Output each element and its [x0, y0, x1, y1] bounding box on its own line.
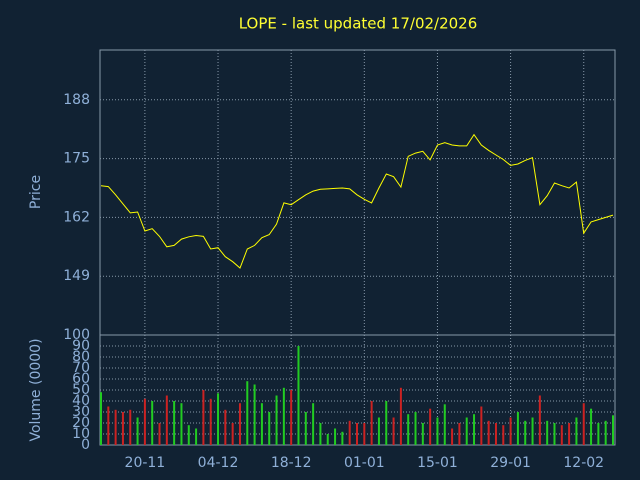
- y-tick-label: 90: [72, 338, 90, 354]
- x-tick-label: 15-01: [417, 455, 458, 471]
- volume-bar: [407, 414, 410, 445]
- volume-bar: [487, 420, 490, 445]
- price-line: [100, 133, 614, 269]
- volume-bar: [480, 406, 483, 445]
- volume-bar: [107, 406, 110, 445]
- volume-bar: [217, 393, 220, 445]
- volume-bar: [575, 417, 578, 445]
- volume-bar: [399, 387, 402, 445]
- volume-bar: [151, 401, 154, 445]
- volume-bar: [180, 403, 183, 445]
- volume-bar: [136, 417, 139, 445]
- y-tick-label: 162: [63, 209, 90, 225]
- volume-bar: [260, 403, 263, 445]
- volume-bar: [502, 425, 505, 445]
- volume-bar: [238, 403, 241, 445]
- y-tick-label: 30: [72, 404, 90, 420]
- volume-bar: [385, 401, 388, 445]
- volume-bar: [524, 420, 527, 445]
- volume-bar: [297, 346, 300, 445]
- volume-bar: [531, 417, 534, 445]
- y-tick-label: 50: [72, 382, 90, 398]
- volume-bar: [341, 431, 344, 445]
- volume-bar: [100, 392, 102, 445]
- y-tick-label: 149: [63, 268, 90, 284]
- volume-bar: [604, 420, 607, 445]
- volume-bar: [429, 408, 432, 445]
- volume-bar: [282, 387, 285, 445]
- volume-bar: [443, 404, 446, 445]
- y-tick-label: 40: [72, 393, 90, 409]
- price-axis-label: Price: [28, 175, 44, 209]
- volume-bar: [312, 403, 315, 445]
- volume-bar: [392, 417, 395, 445]
- volume-bar: [253, 384, 256, 445]
- volume-bar: [436, 417, 439, 445]
- volume-bar: [290, 390, 293, 445]
- volume-bar: [195, 428, 198, 445]
- volume-bar: [202, 390, 205, 445]
- volume-bar: [582, 403, 585, 445]
- volume-bar: [568, 423, 571, 445]
- volume-bar: [590, 408, 593, 445]
- volume-bar: [114, 409, 117, 445]
- volume-bar: [334, 428, 337, 445]
- volume-bar: [121, 412, 124, 445]
- volume-bar: [224, 409, 227, 445]
- volume-bar: [326, 434, 329, 445]
- volume-bar: [451, 428, 454, 445]
- volume-bar: [268, 412, 271, 445]
- x-tick-label: 18-12: [271, 455, 312, 471]
- volume-bar: [173, 401, 176, 445]
- y-tick-label: 0: [81, 437, 90, 453]
- volume-bar: [553, 423, 556, 445]
- x-tick-label: 20-11: [125, 455, 166, 471]
- y-tick-label: 10: [72, 426, 90, 442]
- volume-bar: [231, 423, 234, 445]
- volume-bar: [597, 423, 600, 445]
- volume-bar: [560, 425, 563, 445]
- volume-bar: [473, 414, 476, 445]
- volume-bar: [509, 417, 512, 445]
- x-tick-label: 12-02: [563, 455, 604, 471]
- y-tick-label: 188: [63, 92, 90, 108]
- volume-bar: [546, 420, 549, 445]
- volume-bar: [304, 412, 307, 445]
- volume-bar: [246, 381, 249, 445]
- x-tick-label: 04-12: [198, 455, 239, 471]
- volume-bar: [421, 423, 424, 445]
- chart-title: LOPE - last updated 17/02/2026: [239, 15, 478, 33]
- volume-bar: [377, 417, 380, 445]
- volume-axis-label: Volume (0000): [28, 338, 44, 441]
- y-tick-label: 80: [72, 349, 90, 365]
- x-tick-label: 01-01: [344, 455, 385, 471]
- volume-bar: [209, 398, 212, 445]
- volume-bar: [348, 420, 351, 445]
- x-tick-label: 29-01: [490, 455, 531, 471]
- volume-bar: [370, 401, 373, 445]
- y-tick-label: 60: [72, 371, 90, 387]
- y-tick-label: 175: [63, 151, 90, 167]
- volume-bar: [275, 395, 278, 445]
- volume-bar: [319, 423, 322, 445]
- volume-bar: [158, 423, 161, 445]
- y-tick-label: 20: [72, 415, 90, 431]
- volume-bar: [516, 412, 519, 445]
- volume-bar: [143, 398, 146, 445]
- volume-bar: [414, 412, 417, 445]
- volume-bar: [187, 425, 190, 445]
- volume-bar: [165, 395, 168, 445]
- volume-bar: [465, 417, 468, 445]
- volume-bar: [458, 423, 461, 445]
- y-tick-label: 70: [72, 360, 90, 376]
- y-tick-label: 100: [63, 327, 90, 343]
- volume-bar: [538, 395, 541, 445]
- volume-bar: [129, 409, 132, 445]
- volume-bar: [494, 423, 497, 445]
- volume-bar: [612, 415, 614, 445]
- volume-bar: [363, 423, 366, 445]
- volume-bar: [356, 423, 358, 445]
